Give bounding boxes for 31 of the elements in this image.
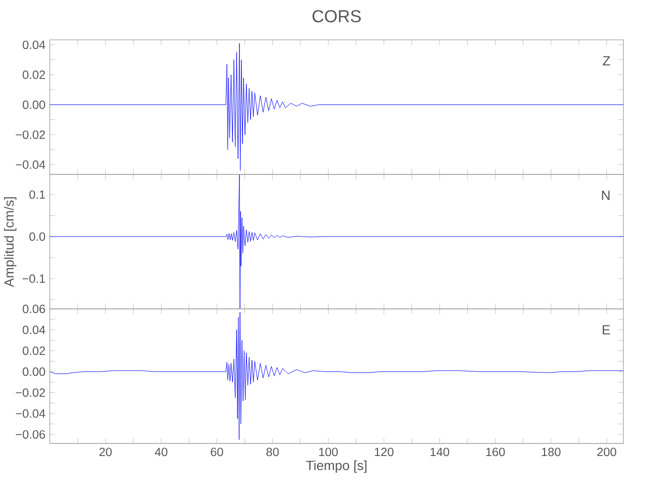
y-tick-label: 0.04: [22, 325, 46, 334]
x-tick-label: 180: [542, 448, 561, 456]
x-tick-label: 20: [99, 448, 112, 456]
y-tick-label: −0.02: [16, 130, 45, 139]
x-tick-label: 60: [210, 448, 224, 456]
y-tick-label: −0.04: [16, 160, 46, 169]
y-tick-label: −0.06: [16, 430, 46, 439]
y-tick-label: 0.0: [29, 232, 46, 241]
annotation: Z: [602, 56, 610, 66]
x-axis-title: Tiempo [s]: [306, 460, 366, 473]
x-tick-label: 140: [430, 448, 450, 456]
chart-title: CORS: [312, 10, 361, 22]
x-tick-label: 120: [374, 448, 394, 456]
y-tick-label: 0.02: [22, 346, 45, 355]
y-tick-label: −0.04: [16, 409, 46, 418]
x-tick-label: 40: [154, 448, 168, 456]
y-tick-label: 0.02: [22, 70, 45, 79]
x-tick-label: 100: [319, 448, 338, 456]
annotation: N: [602, 190, 610, 200]
y-axis-title: Amplitud [cm/s]: [4, 197, 16, 287]
x-tick-label: 160: [486, 448, 505, 456]
y-tick-label: −0.02: [16, 388, 45, 397]
y-tick-label: 0.1: [29, 190, 45, 199]
y-tick-label: 0.00: [22, 100, 46, 109]
x-tick-label: 80: [266, 448, 279, 456]
y-tick-label: −0.1: [22, 274, 45, 283]
y-tick-label: 0.04: [22, 40, 46, 49]
y-tick-label: 0.06: [22, 304, 46, 314]
y-tick-label: 0.00: [22, 367, 46, 376]
x-tick-label: 200: [597, 448, 616, 456]
annotation: E: [602, 325, 610, 334]
